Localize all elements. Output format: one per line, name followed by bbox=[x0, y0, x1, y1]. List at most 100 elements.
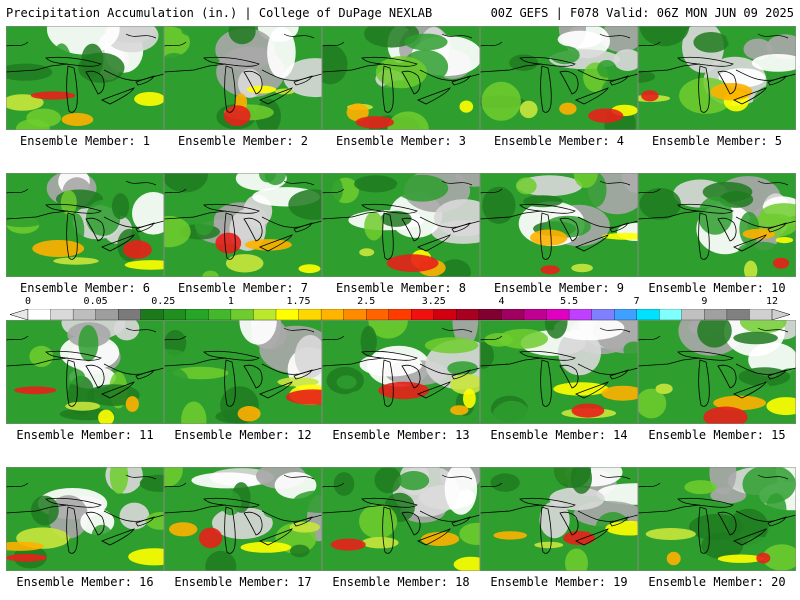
dry-area bbox=[596, 483, 638, 505]
map-frame bbox=[164, 320, 322, 424]
precip-area bbox=[164, 215, 191, 248]
border-outline bbox=[638, 210, 796, 228]
heavy-precip-area bbox=[703, 406, 748, 424]
lake-outline bbox=[45, 56, 155, 113]
member-map-panel bbox=[6, 173, 164, 277]
precip-area bbox=[26, 108, 62, 128]
border-outline bbox=[6, 357, 164, 375]
precip-area bbox=[597, 60, 617, 78]
heavy-precip-area bbox=[98, 409, 115, 424]
member-map-panel bbox=[164, 320, 322, 424]
heavy-precip-area bbox=[605, 520, 638, 536]
precip-map bbox=[322, 173, 480, 277]
coast-outline bbox=[638, 327, 789, 341]
member-label: Ensemble Member: 17 bbox=[174, 575, 312, 589]
heavy-precip-area bbox=[655, 383, 673, 394]
border-outline bbox=[164, 357, 322, 375]
precip-area bbox=[759, 203, 796, 227]
coast-outline bbox=[6, 474, 157, 488]
lake-outline bbox=[361, 56, 471, 113]
legend-swatch bbox=[568, 309, 593, 320]
border-outline bbox=[638, 63, 796, 81]
coast-outline bbox=[164, 33, 315, 47]
border-outline bbox=[638, 357, 796, 375]
member-map-panel bbox=[638, 26, 796, 130]
dry-area bbox=[114, 320, 140, 341]
precip-area bbox=[336, 375, 357, 390]
legend-swatch bbox=[456, 309, 480, 320]
dry-area bbox=[613, 49, 638, 71]
precip-map bbox=[322, 467, 480, 571]
heavy-precip-area bbox=[493, 531, 527, 540]
heavy-precip-area bbox=[378, 381, 430, 400]
legend-swatch bbox=[704, 309, 728, 320]
precip-area bbox=[565, 548, 588, 571]
precip-area bbox=[481, 81, 521, 121]
precip-area bbox=[374, 467, 402, 494]
heavy-precip-area bbox=[571, 403, 605, 418]
precip-area bbox=[447, 361, 478, 376]
legend-swatch bbox=[433, 309, 457, 320]
precip-area bbox=[639, 188, 681, 220]
legend-min-arrow bbox=[10, 309, 29, 320]
lake-outline bbox=[519, 350, 629, 407]
precip-area bbox=[480, 342, 494, 369]
member-label: Ensemble Member: 6 bbox=[19, 281, 151, 295]
legend-swatch bbox=[636, 309, 660, 320]
border-outline bbox=[322, 504, 480, 522]
heavy-precip-area bbox=[225, 254, 264, 273]
precip-area bbox=[6, 63, 53, 81]
legend-tick-label: 0.05 bbox=[83, 296, 108, 307]
precip-area bbox=[78, 325, 99, 362]
member-map-panel bbox=[480, 467, 638, 571]
heavy-precip-area bbox=[571, 263, 593, 273]
legend-tick-label: 12 bbox=[765, 296, 779, 307]
precip-area bbox=[765, 493, 787, 526]
map-frame bbox=[322, 467, 480, 571]
dry-area bbox=[239, 320, 277, 345]
legend-swatch bbox=[343, 309, 367, 320]
dry-area bbox=[558, 329, 602, 376]
precip-area bbox=[570, 467, 592, 494]
heavy-precip-area bbox=[530, 229, 568, 246]
heavy-precip-area bbox=[298, 264, 321, 274]
precip-area bbox=[697, 196, 733, 235]
legend-swatch bbox=[659, 309, 683, 320]
header-valid-time: 00Z GEFS | F078 Valid: 06Z MON JUN 09 20… bbox=[490, 6, 794, 20]
heavy-precip-area bbox=[355, 116, 394, 129]
legend-swatch bbox=[140, 309, 164, 320]
heavy-precip-area bbox=[519, 100, 538, 119]
coast-outline bbox=[6, 33, 157, 47]
map-frame bbox=[480, 320, 638, 424]
heavy-precip-area bbox=[6, 553, 47, 562]
coast-outline bbox=[6, 327, 157, 341]
precip-area bbox=[492, 400, 532, 424]
precip-map bbox=[164, 320, 322, 424]
precip-area bbox=[395, 174, 449, 202]
member-map-panel bbox=[322, 467, 480, 571]
border-outline bbox=[6, 210, 164, 228]
precip-area bbox=[515, 177, 537, 195]
precip-area bbox=[544, 320, 568, 339]
precip-map bbox=[638, 467, 796, 571]
member-map-panel bbox=[164, 173, 322, 277]
heavy-precip-area bbox=[766, 397, 796, 416]
lake-outline bbox=[203, 56, 313, 113]
precip-area bbox=[733, 331, 778, 345]
precip-area bbox=[181, 26, 201, 37]
precip-area bbox=[573, 173, 598, 188]
precip-map bbox=[164, 467, 322, 571]
map-frame bbox=[638, 26, 796, 130]
heavy-precip-area bbox=[346, 103, 369, 122]
lake-outline bbox=[677, 56, 787, 113]
member-map-panel bbox=[164, 467, 322, 571]
precip-area bbox=[29, 345, 54, 367]
coast-outline bbox=[480, 474, 631, 488]
precip-map bbox=[638, 26, 796, 130]
legend-swatch bbox=[72, 309, 97, 320]
coast-outline bbox=[638, 33, 789, 47]
heavy-precip-area bbox=[744, 260, 758, 277]
header-title: Precipitation Accumulation (in.) | Colle… bbox=[6, 6, 433, 20]
dry-area bbox=[294, 335, 322, 378]
legend-tick-label: 3.25 bbox=[421, 296, 446, 307]
